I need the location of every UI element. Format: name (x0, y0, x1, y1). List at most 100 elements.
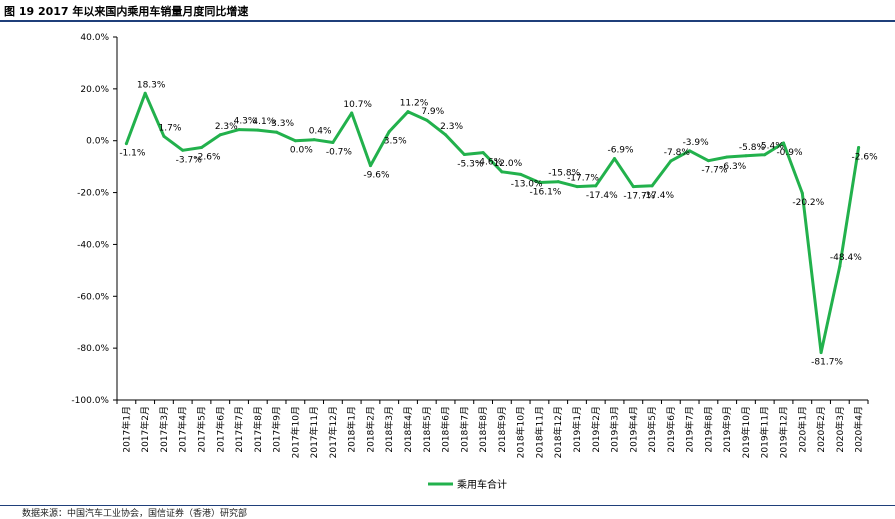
y-tick-label: -80.0% (77, 344, 109, 354)
data-label: 18.3% (137, 80, 166, 90)
x-tick-label: 2018年1月 (346, 406, 358, 453)
x-tick-label: 2018年8月 (477, 406, 489, 453)
data-label: -0.7% (326, 148, 353, 158)
x-tick-label: 2018年3月 (383, 406, 395, 453)
x-axis: 2017年1月 2017年2月 2017年3月 2017年4月 2017年5月 2017年… (116, 399, 869, 458)
x-tick-label: 2018年11月 (533, 406, 545, 458)
x-tick-label: 2019年1月 (571, 406, 583, 453)
data-point (124, 142, 128, 146)
data-label: 2.3% (440, 122, 463, 132)
data-label: -5.3% (457, 159, 484, 169)
x-tick-label: 2020年3月 (834, 406, 846, 453)
data-label: 4.1% (252, 117, 275, 127)
data-point (199, 145, 203, 149)
data-label: 10.7% (343, 100, 372, 110)
x-tick-label: 2017年1月 (120, 406, 132, 453)
x-tick-label: 2019年5月 (646, 406, 658, 453)
y-tick-label: -20.0% (77, 189, 109, 199)
data-point (725, 155, 729, 159)
data-label: -48.4% (830, 253, 862, 263)
data-point (444, 133, 448, 137)
data-label: -7.8% (664, 148, 691, 158)
legend: 乘用车合计 (428, 478, 507, 491)
y-tick-label: 0.0% (86, 137, 109, 147)
source-note: 数据来源：中国汽车工业协会，国信证券（香港）研究部 (22, 509, 248, 519)
data-label: -4.6% (476, 158, 503, 168)
data-label: 12.0% (494, 159, 523, 169)
x-tick-label: 2019年11月 (759, 406, 771, 458)
line-chart: 40.0% 20.0% 0.0% -20.0% -40.0% -60.0% -80.0% -1… (71, 33, 878, 491)
x-tick-label: 2017年6月 (214, 406, 226, 453)
data-label: -6.3% (720, 162, 747, 172)
data-label: -3.9% (683, 138, 710, 148)
y-tick-label: -100.0% (71, 396, 109, 406)
data-point (481, 151, 485, 155)
data-point (706, 159, 710, 163)
data-point (763, 153, 767, 157)
data-label: -15.8% (548, 169, 580, 179)
data-point (293, 139, 297, 143)
data-point (650, 184, 654, 188)
x-tick-label: 2020年1月 (796, 406, 808, 453)
x-tick-label: 2017年5月 (195, 406, 207, 453)
data-point (537, 180, 541, 184)
data-point (256, 128, 260, 132)
data-point (181, 148, 185, 152)
x-tick-label: 2019年8月 (702, 406, 714, 453)
y-tick-label: 40.0% (80, 33, 109, 43)
legend-label: 乘用车合计 (457, 478, 507, 491)
y-tick-label: -60.0% (77, 292, 109, 302)
data-label: -0.9% (776, 148, 803, 158)
data-label: 2.3% (215, 122, 238, 132)
x-tick-label: 2019年4月 (627, 406, 639, 453)
x-tick-label: 2017年4月 (177, 406, 189, 453)
x-tick-label: 2019年7月 (684, 406, 696, 453)
data-point (819, 351, 823, 355)
x-tick-label: 2019年10月 (740, 406, 752, 458)
data-label: -17.7% (623, 192, 655, 202)
data-label: -17.4% (642, 191, 674, 201)
x-tick-label: 2017年10月 (289, 406, 301, 458)
data-point (782, 141, 786, 145)
x-tick-label: 2017年11月 (308, 406, 320, 458)
y-tick-label: -40.0% (77, 240, 109, 250)
data-point (744, 154, 748, 158)
y-tick-label: 20.0% (80, 85, 109, 95)
y-axis: 40.0% 20.0% 0.0% -20.0% -40.0% -60.0% -80.0% -1… (71, 33, 118, 406)
data-point (387, 130, 391, 134)
series-line-乘用车合计 (124, 91, 861, 355)
x-tick-label: 2019年2月 (590, 406, 602, 453)
data-label: 4.3% (234, 117, 257, 127)
x-tick-label: 2017年12月 (327, 406, 339, 458)
data-point (500, 170, 504, 174)
data-label: -5.4% (758, 142, 785, 152)
data-point (275, 130, 279, 134)
data-label: -3.7% (176, 155, 203, 165)
footer-rule (0, 505, 895, 506)
data-labels: -1.1%18.3%1.7%-3.7%-2.6%2.3%4.3%4.1%3.3%… (119, 80, 878, 367)
data-point (613, 157, 617, 161)
data-point (519, 172, 523, 176)
data-point (631, 185, 635, 189)
data-point (462, 152, 466, 156)
data-point (857, 145, 861, 149)
data-point (368, 164, 372, 168)
data-label: -9.6% (363, 171, 390, 181)
data-point (218, 133, 222, 137)
data-label: -5.8% (739, 143, 766, 153)
data-label: -81.7% (811, 358, 843, 368)
x-tick-label: 2018年7月 (458, 406, 470, 453)
data-point (331, 141, 335, 145)
data-label: -2.6% (852, 152, 879, 162)
data-label: 0.4% (309, 127, 332, 137)
x-tick-label: 2019年3月 (609, 406, 621, 453)
x-tick-label: 2017年9月 (271, 406, 283, 453)
data-label: -7.7% (701, 166, 728, 176)
plot-area (124, 91, 861, 355)
data-label: 11.2% (400, 99, 429, 109)
data-label: -16.1% (530, 187, 562, 197)
data-label: -2.6% (194, 152, 221, 162)
data-label: -17.7% (567, 174, 599, 184)
x-tick-label: 2018年4月 (402, 406, 414, 453)
x-tick-label: 2017年2月 (139, 406, 151, 453)
